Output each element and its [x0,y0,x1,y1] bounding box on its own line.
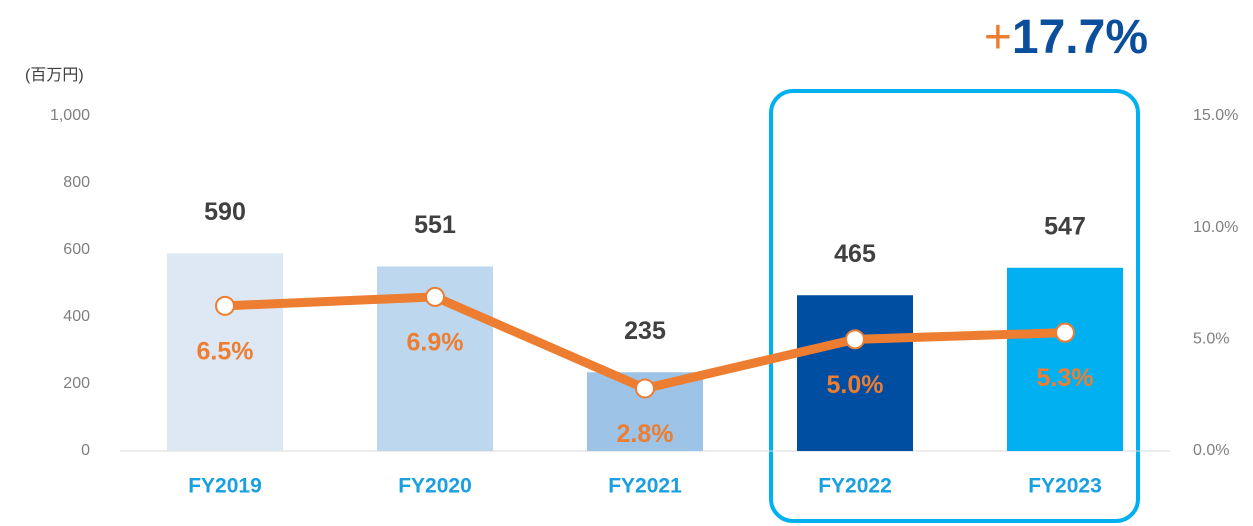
y2-tick-label: 5.0% [1193,331,1229,348]
line-value-label: 6.9% [407,329,464,357]
bar-value-label: 235 [624,317,666,345]
line-point [635,378,655,399]
line-point [215,295,235,316]
y2-tick-label: 0.0% [1193,442,1229,459]
line-value-label: 6.5% [197,337,254,365]
bar [797,295,913,451]
annotation: +17.7% [984,11,1148,64]
y-axis-label: (百万円) [25,67,84,84]
bar-value-label: 465 [834,240,876,268]
y-tick-label: 400 [63,308,90,325]
bar-value-label: 590 [204,198,246,226]
y-tick-label: 800 [63,174,90,191]
x-tick-label: FY2019 [188,475,262,498]
annotation-sign: + [984,11,1012,64]
line-value-label: 2.8% [617,420,674,448]
y2-tick-label: 10.0% [1193,219,1238,236]
line-point [1055,322,1075,343]
bar [1007,267,1123,451]
x-tick-label: FY2020 [398,475,472,498]
line-value-label: 5.3% [1037,364,1094,392]
line-point [425,286,445,307]
y2-tick-label: 15.0% [1193,107,1238,124]
x-tick-label: FY2021 [608,475,682,498]
line-value-label: 5.0% [827,371,884,399]
line-point [845,329,865,350]
x-tick-label: FY2022 [818,475,892,498]
y-tick-label: 200 [63,375,90,392]
y-tick-label: 1,000 [50,107,90,124]
bar-value-label: 547 [1044,212,1086,240]
y-tick-label: 600 [63,241,90,258]
bar-value-label: 551 [414,211,456,239]
bar [167,253,283,451]
x-tick-label: FY2023 [1028,475,1102,498]
highlight-box [769,89,1140,523]
annotation-value: 17.7% [1012,11,1148,64]
y-tick-label: 0 [81,442,90,459]
